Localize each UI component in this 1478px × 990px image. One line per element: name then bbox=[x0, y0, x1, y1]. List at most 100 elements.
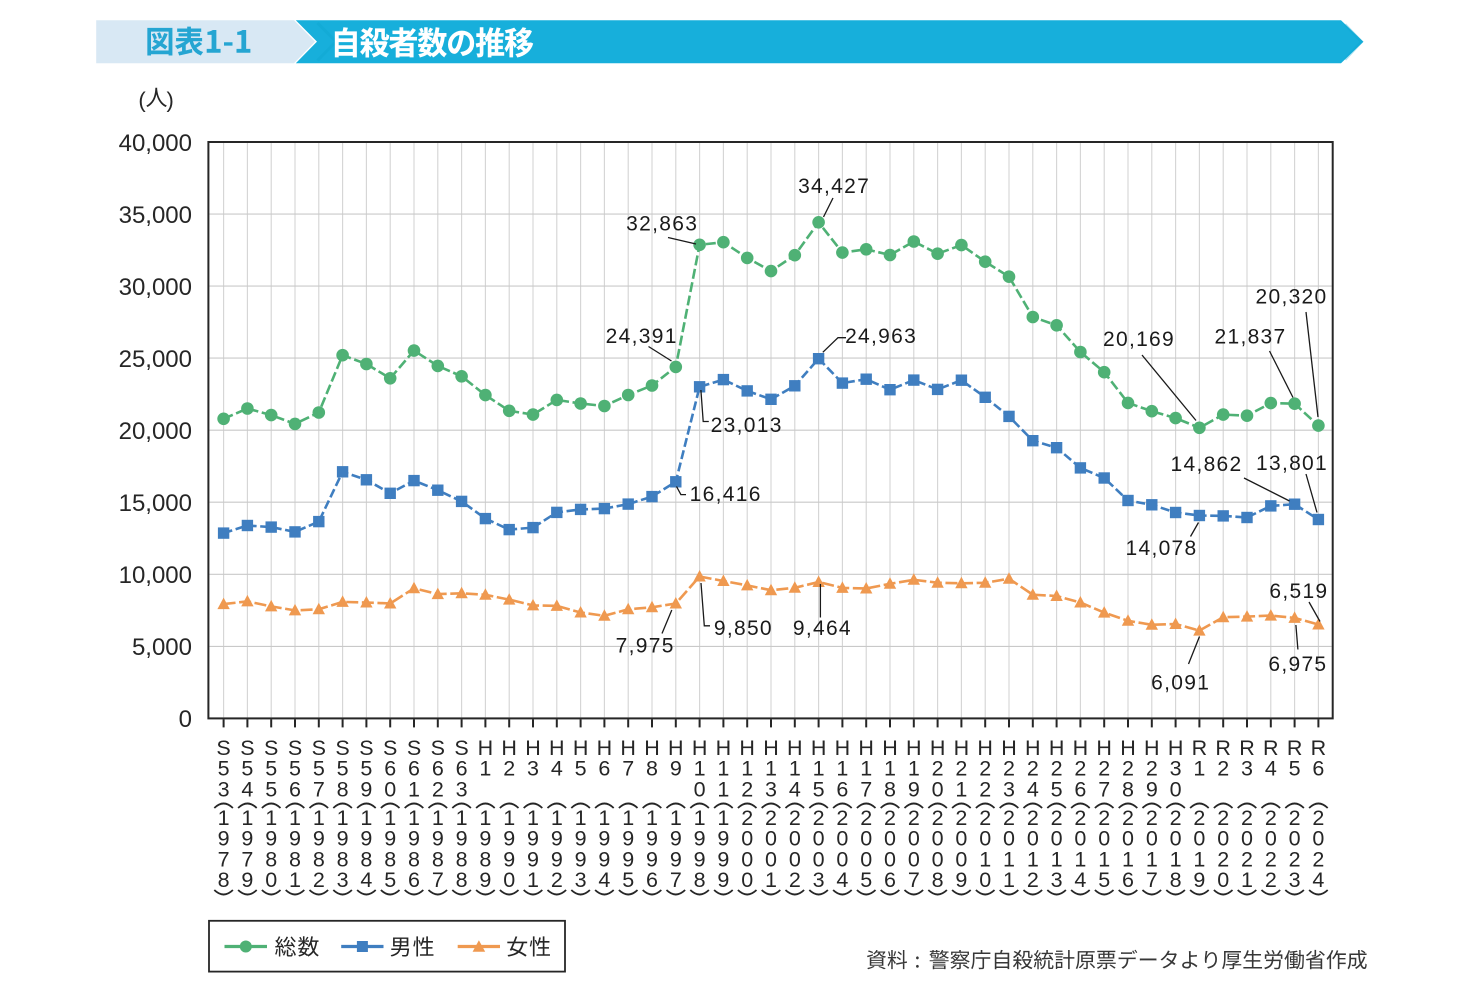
svg-text:1: 1 bbox=[741, 757, 753, 781]
svg-text:24,391: 24,391 bbox=[606, 325, 678, 348]
svg-text:2: 2 bbox=[1098, 757, 1110, 781]
svg-text:9: 9 bbox=[551, 847, 563, 871]
svg-text:8: 8 bbox=[265, 847, 277, 871]
svg-text:9: 9 bbox=[241, 868, 253, 892]
svg-text:H: H bbox=[1168, 736, 1184, 760]
svg-text:H: H bbox=[739, 736, 755, 760]
svg-text:S: S bbox=[383, 736, 397, 760]
svg-text:4: 4 bbox=[1074, 868, 1086, 892]
svg-text:0: 0 bbox=[789, 847, 801, 871]
svg-text:0: 0 bbox=[1170, 827, 1182, 851]
svg-text:9: 9 bbox=[575, 847, 587, 871]
svg-text:0: 0 bbox=[860, 847, 872, 871]
svg-text:2: 2 bbox=[1051, 806, 1063, 830]
svg-text:9: 9 bbox=[551, 827, 563, 851]
svg-text:0: 0 bbox=[265, 868, 277, 892]
svg-text:15,000: 15,000 bbox=[119, 490, 192, 517]
svg-text:8: 8 bbox=[218, 868, 230, 892]
svg-text:9: 9 bbox=[622, 827, 634, 851]
svg-text:0: 0 bbox=[1074, 827, 1086, 851]
svg-text:2: 2 bbox=[1265, 847, 1277, 871]
svg-text:2: 2 bbox=[932, 806, 944, 830]
svg-text:3: 3 bbox=[1051, 868, 1063, 892]
svg-text:8: 8 bbox=[313, 847, 325, 871]
svg-text:3: 3 bbox=[1170, 757, 1182, 781]
svg-text:4: 4 bbox=[360, 868, 372, 892]
svg-text:H: H bbox=[1144, 736, 1160, 760]
svg-text:2: 2 bbox=[1312, 806, 1324, 830]
svg-text:9: 9 bbox=[646, 847, 658, 871]
svg-text:6,975: 6,975 bbox=[1268, 653, 1327, 676]
svg-text:9: 9 bbox=[479, 868, 491, 892]
svg-text:1: 1 bbox=[622, 806, 634, 830]
svg-text:2: 2 bbox=[979, 806, 991, 830]
svg-text:2: 2 bbox=[836, 806, 848, 830]
svg-text:0: 0 bbox=[789, 827, 801, 851]
svg-text:8: 8 bbox=[479, 847, 491, 871]
svg-text:1: 1 bbox=[360, 806, 372, 830]
svg-text:6: 6 bbox=[408, 868, 420, 892]
svg-text:S: S bbox=[264, 736, 278, 760]
svg-text:8: 8 bbox=[1170, 868, 1182, 892]
svg-text:1: 1 bbox=[765, 757, 777, 781]
svg-text:6: 6 bbox=[456, 757, 468, 781]
svg-text:1: 1 bbox=[527, 806, 539, 830]
svg-text:5,000: 5,000 bbox=[132, 634, 192, 661]
svg-text:1: 1 bbox=[479, 757, 491, 781]
svg-text:1: 1 bbox=[456, 806, 468, 830]
svg-text:7: 7 bbox=[241, 847, 253, 871]
svg-text:0: 0 bbox=[1027, 827, 1039, 851]
svg-text:S: S bbox=[359, 736, 373, 760]
svg-text:0: 0 bbox=[932, 847, 944, 871]
svg-text:R: R bbox=[1192, 736, 1208, 760]
svg-text:8: 8 bbox=[884, 777, 896, 801]
svg-text:6,519: 6,519 bbox=[1269, 580, 1328, 603]
svg-text:9: 9 bbox=[503, 847, 515, 871]
svg-text:1: 1 bbox=[384, 806, 396, 830]
svg-text:H: H bbox=[1073, 736, 1089, 760]
svg-text:0: 0 bbox=[741, 868, 753, 892]
svg-text:5: 5 bbox=[1289, 757, 1301, 781]
svg-text:3: 3 bbox=[1289, 868, 1301, 892]
svg-text:2: 2 bbox=[1074, 806, 1086, 830]
svg-text:S: S bbox=[431, 736, 445, 760]
svg-text:H: H bbox=[1049, 736, 1065, 760]
svg-text:1: 1 bbox=[218, 806, 230, 830]
svg-text:1: 1 bbox=[408, 777, 420, 801]
svg-text:1: 1 bbox=[1074, 847, 1086, 871]
svg-text:H: H bbox=[525, 736, 541, 760]
svg-text:1: 1 bbox=[241, 806, 253, 830]
svg-text:5: 5 bbox=[575, 757, 587, 781]
svg-text:9: 9 bbox=[646, 827, 658, 851]
svg-text:1: 1 bbox=[765, 868, 777, 892]
svg-text:1: 1 bbox=[813, 757, 825, 781]
svg-text:H: H bbox=[787, 736, 803, 760]
svg-text:24,963: 24,963 bbox=[845, 325, 917, 348]
svg-text:1: 1 bbox=[979, 847, 991, 871]
svg-text:2: 2 bbox=[1122, 806, 1134, 830]
svg-text:1: 1 bbox=[908, 757, 920, 781]
svg-text:2: 2 bbox=[789, 806, 801, 830]
svg-text:1: 1 bbox=[1051, 847, 1063, 871]
svg-text:9: 9 bbox=[598, 847, 610, 871]
svg-text:0: 0 bbox=[884, 827, 896, 851]
svg-text:9: 9 bbox=[622, 847, 634, 871]
svg-text:0: 0 bbox=[1289, 827, 1301, 851]
svg-text:8: 8 bbox=[694, 868, 706, 892]
svg-text:H: H bbox=[906, 736, 922, 760]
svg-text:H: H bbox=[1025, 736, 1041, 760]
svg-text:S: S bbox=[312, 736, 326, 760]
svg-text:3: 3 bbox=[575, 868, 587, 892]
svg-text:20,320: 20,320 bbox=[1255, 286, 1327, 309]
svg-text:9: 9 bbox=[717, 847, 729, 871]
svg-text:3: 3 bbox=[218, 777, 230, 801]
svg-text:34,427: 34,427 bbox=[798, 175, 870, 198]
svg-text:H: H bbox=[1120, 736, 1136, 760]
svg-text:5: 5 bbox=[241, 757, 253, 781]
svg-text:H: H bbox=[763, 736, 779, 760]
svg-text:1: 1 bbox=[1122, 847, 1134, 871]
svg-text:3: 3 bbox=[527, 757, 539, 781]
svg-text:2: 2 bbox=[908, 806, 920, 830]
svg-text:0: 0 bbox=[384, 777, 396, 801]
svg-text:8: 8 bbox=[337, 847, 349, 871]
